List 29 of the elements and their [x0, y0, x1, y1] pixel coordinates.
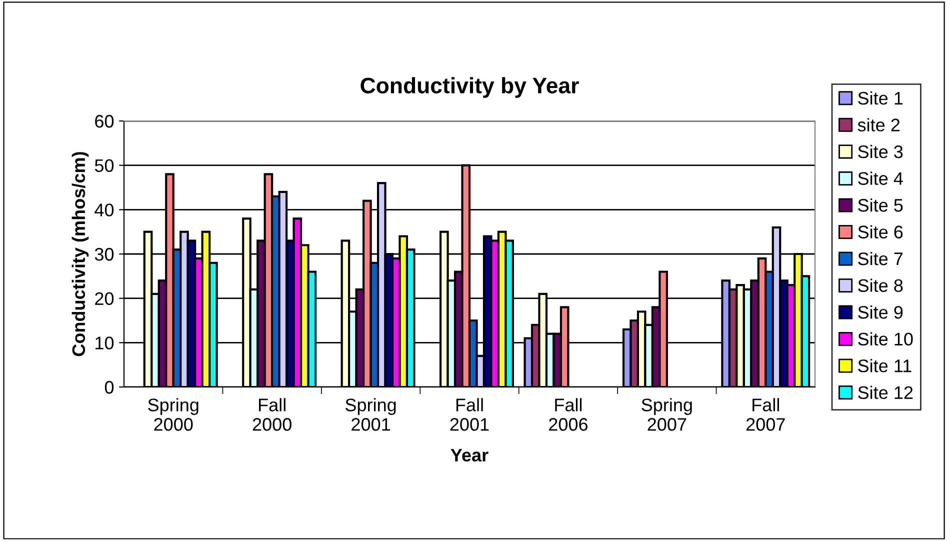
x-tick-label: Spring 2001 [346, 398, 396, 431]
y-tick-label: 40 [94, 204, 114, 216]
legend-label: site 2 [858, 118, 900, 132]
y-tick-label: 30 [94, 248, 114, 261]
legend-label: Site 1 [858, 91, 903, 105]
legend-label: Site 11 [858, 359, 912, 372]
legend-label: Site 4 [858, 172, 903, 185]
legend-label: Site 5 [858, 198, 903, 212]
x-tick-label: Fall 2007 [746, 398, 785, 431]
x-tick-label: Fall 2006 [549, 398, 588, 431]
x-tick-label: Spring 2007 [642, 398, 692, 431]
chart-title: Conductivity by Year [360, 77, 579, 98]
legend-label: Site 10 [858, 332, 913, 346]
legend-label: Site 9 [858, 305, 903, 319]
y-tick-label: 0 [104, 380, 114, 394]
x-tick-label: Fall 2000 [252, 398, 292, 431]
x-tick-label: Spring 2000 [148, 398, 198, 431]
y-tick-label: 10 [96, 336, 114, 350]
y-tick-label: 20 [95, 292, 114, 306]
x-axis-title: Year [450, 448, 488, 462]
legend-label: Site 12 [858, 386, 913, 400]
legend-label: Site 6 [858, 225, 903, 238]
x-tick-label: Fall 2001 [450, 398, 489, 431]
y-axis-title: Conductivity (mhos/cm) [72, 152, 89, 356]
legend-label: Site 7 [858, 252, 903, 266]
y-tick-label: 60 [95, 114, 114, 128]
legend-label: Site 8 [858, 278, 903, 292]
y-tick-label: 50 [94, 159, 114, 172]
legend-label: Site 3 [858, 144, 903, 158]
